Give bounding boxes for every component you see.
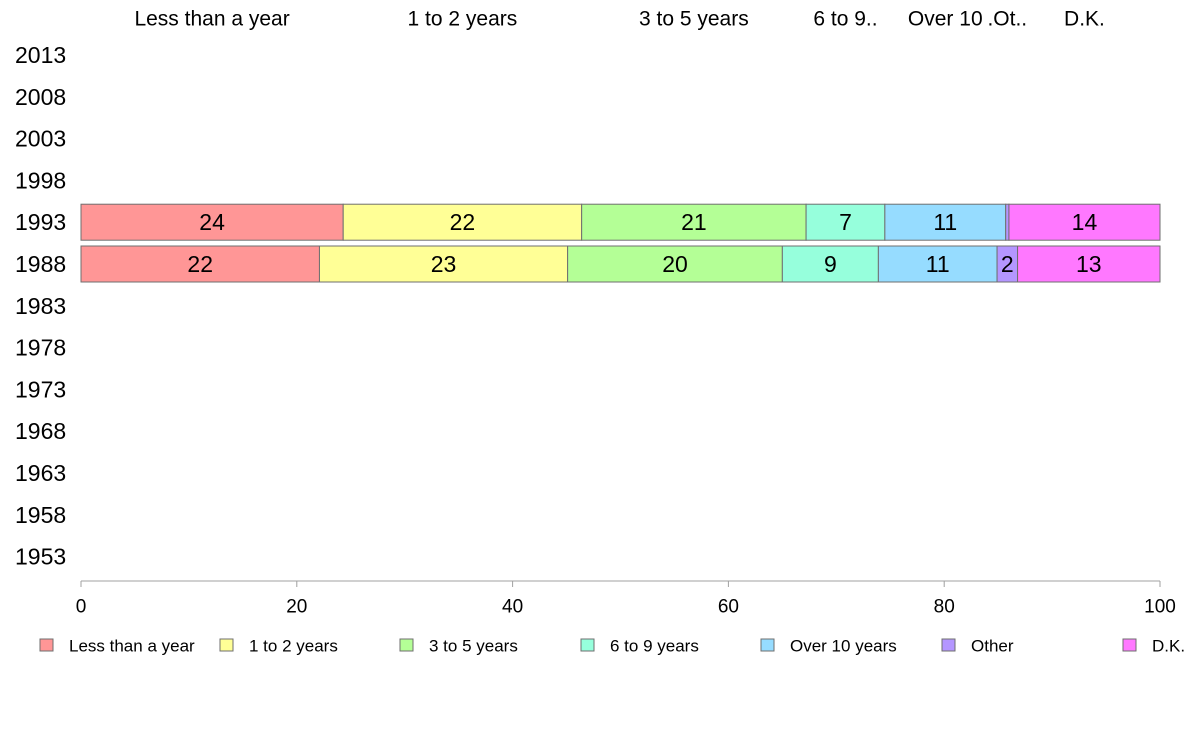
- column-headers: Less than a year 1 to 2 years 3 to 5 years…: [134, 8, 1104, 31]
- column-header: Less than a year: [134, 8, 289, 31]
- legend-swatch: [941, 638, 956, 652]
- bars: 24 22 21 7 11 14 22 23 20 9 11 2 13: [80, 203, 1161, 283]
- data-label: 11: [933, 209, 957, 235]
- x-axis: 0 20 40 60 80 100: [76, 580, 1176, 618]
- legend-label: 3 to 5 years: [429, 637, 518, 656]
- legend-label: 6 to 9 years: [610, 637, 699, 656]
- bar-segment: [884, 203, 1007, 241]
- bar-segment: [781, 245, 879, 283]
- bar-segment: [567, 245, 783, 283]
- x-tick-label: 60: [718, 597, 739, 618]
- legend-label: 1 to 2 years: [249, 637, 338, 656]
- data-label: 11: [926, 251, 950, 277]
- legend: Less than a year 1 to 2 years 3 to 5 years…: [39, 637, 1185, 656]
- data-label: 21: [681, 209, 707, 235]
- column-header: 6 to 9..: [813, 8, 877, 31]
- x-tick-label: 100: [1144, 597, 1176, 618]
- y-tick-label: 1958: [15, 502, 66, 528]
- data-label: 7: [839, 209, 852, 235]
- y-tick-label: 1983: [15, 293, 66, 319]
- legend-swatch: [1122, 638, 1137, 652]
- bar-segment: [581, 203, 807, 241]
- bar-segment: [342, 203, 583, 241]
- legend-label: D.K.: [1152, 637, 1185, 656]
- data-label: 9: [824, 251, 837, 277]
- x-tick-label: 0: [76, 597, 87, 618]
- data-label: 23: [431, 251, 457, 277]
- legend-swatch: [219, 638, 234, 652]
- y-tick-label: 1993: [15, 209, 66, 235]
- bar-segment: [318, 245, 569, 283]
- y-tick-label: 1988: [15, 251, 66, 277]
- legend-swatch: [760, 638, 775, 652]
- x-tick-label: 20: [286, 597, 307, 618]
- data-label: 22: [187, 251, 213, 277]
- column-header: Over 10: [908, 8, 983, 31]
- y-tick-label: 1968: [15, 418, 66, 444]
- y-tick-label: 1963: [15, 460, 66, 486]
- column-header: .Ot..: [987, 8, 1027, 31]
- x-tick-label: 80: [934, 597, 955, 618]
- column-header: D.K.: [1064, 8, 1105, 31]
- bar-segment: [1008, 203, 1161, 241]
- y-tick-label: 1998: [15, 167, 66, 193]
- legend-swatch: [399, 638, 414, 652]
- data-label: 2: [1001, 251, 1014, 277]
- y-axis-labels: 2013 2008 2003 1998 1993 1988 1983 1978 1973 1968…: [15, 42, 66, 570]
- bar-segment: [1017, 245, 1161, 283]
- y-tick-label: 2013: [15, 42, 66, 68]
- legend-label: Over 10 years: [790, 637, 897, 656]
- data-label: 22: [450, 209, 476, 235]
- y-tick-label: 1978: [15, 335, 66, 361]
- column-header: 3 to 5 years: [639, 8, 749, 31]
- bar-segment: [877, 245, 998, 283]
- bar-segment: [80, 203, 344, 241]
- legend-label: Less than a year: [69, 637, 195, 656]
- y-tick-label: 1973: [15, 376, 66, 402]
- data-label: 24: [199, 209, 225, 235]
- data-label: 13: [1076, 251, 1102, 277]
- bar-segment: [80, 245, 320, 283]
- legend-swatch: [580, 638, 595, 652]
- y-tick-label: 2003: [15, 126, 66, 152]
- y-tick-label: 1953: [15, 544, 66, 570]
- data-label: 14: [1072, 209, 1098, 235]
- data-label: 20: [662, 251, 688, 277]
- legend-swatch: [39, 638, 54, 652]
- column-header: 1 to 2 years: [408, 8, 518, 31]
- x-tick-label: 40: [502, 597, 523, 618]
- y-tick-label: 2008: [15, 84, 66, 110]
- legend-label: Other: [971, 637, 1014, 656]
